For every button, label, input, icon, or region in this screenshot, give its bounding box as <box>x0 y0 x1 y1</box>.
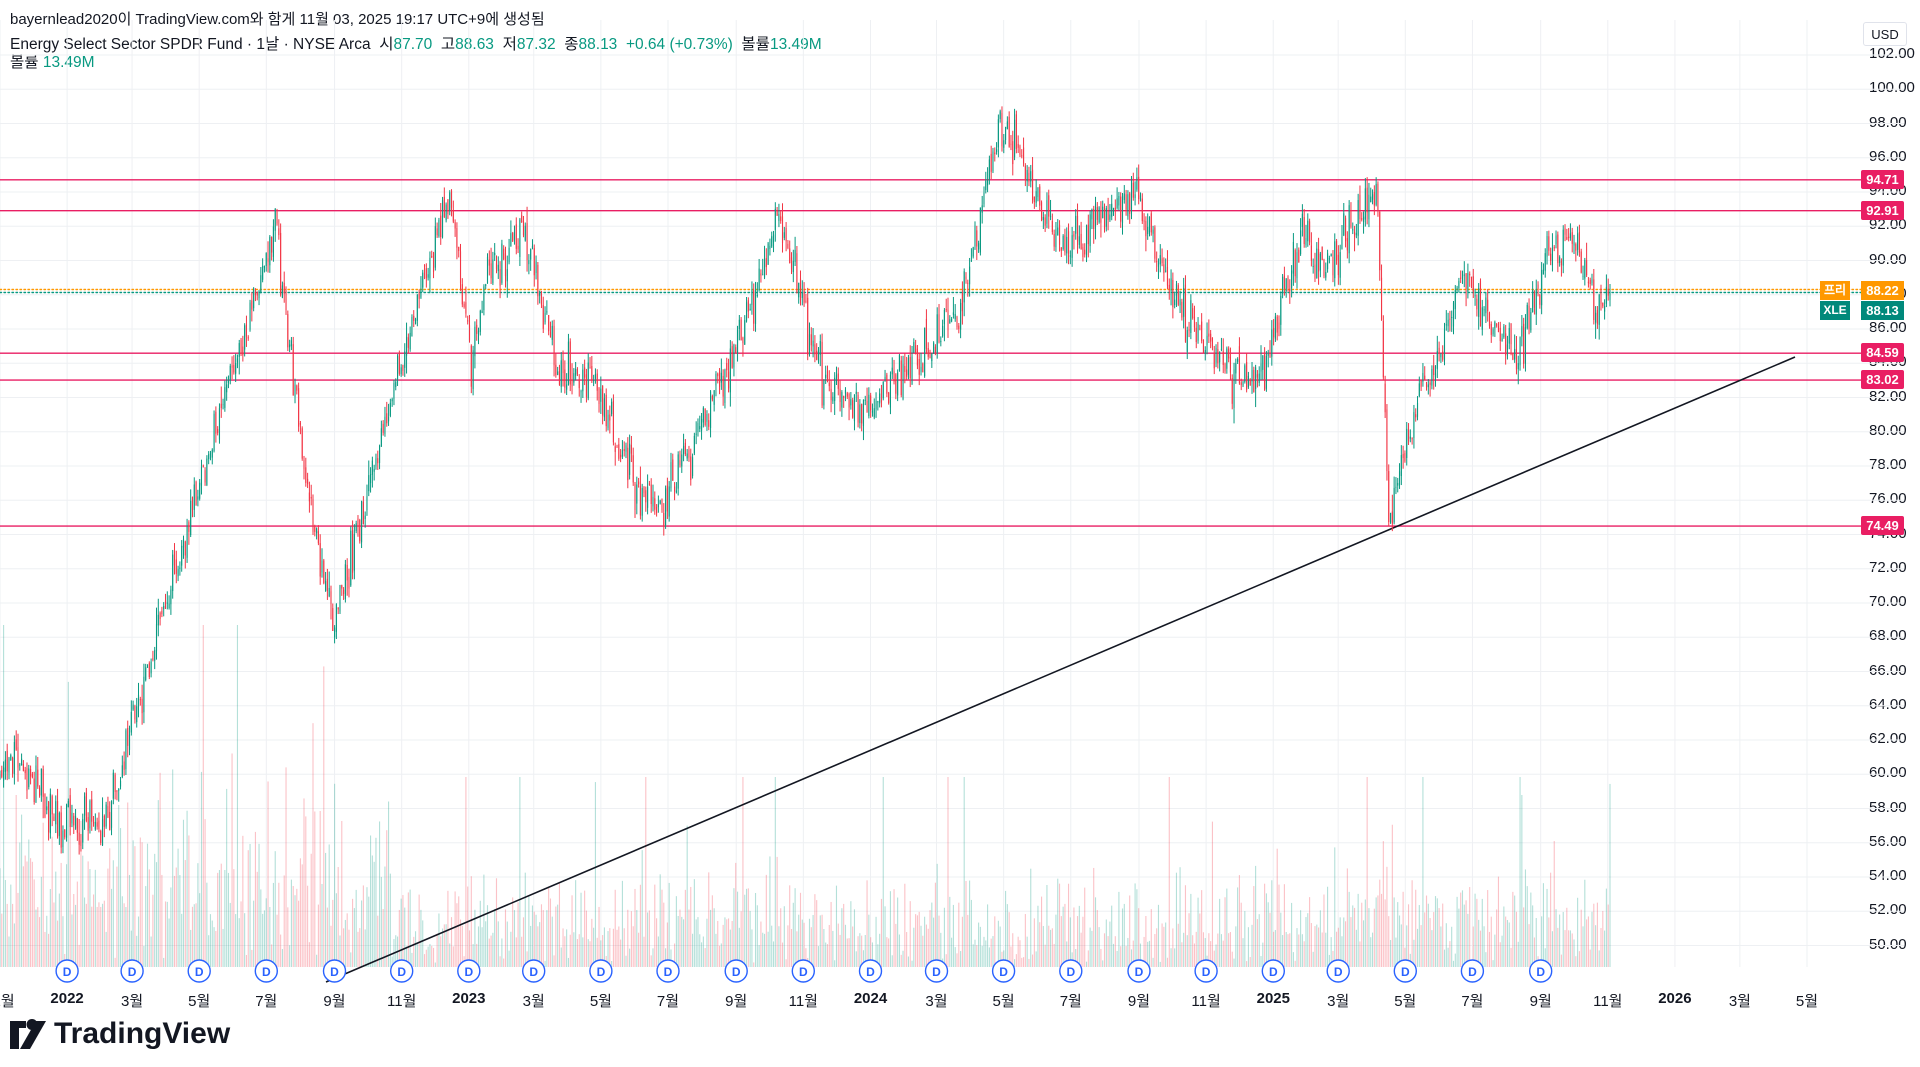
svg-text:D: D <box>262 965 271 979</box>
svg-text:D: D <box>1334 965 1343 979</box>
svg-text:D: D <box>866 965 875 979</box>
svg-text:D: D <box>195 965 204 979</box>
svg-text:D: D <box>1202 965 1211 979</box>
svg-text:D: D <box>1269 965 1278 979</box>
svg-text:D: D <box>1536 965 1545 979</box>
svg-text:D: D <box>397 965 406 979</box>
svg-text:D: D <box>597 965 606 979</box>
svg-text:D: D <box>932 965 941 979</box>
svg-text:D: D <box>664 965 673 979</box>
svg-text:D: D <box>1401 965 1410 979</box>
svg-text:D: D <box>1135 965 1144 979</box>
svg-text:D: D <box>464 965 473 979</box>
svg-text:D: D <box>330 965 339 979</box>
svg-text:D: D <box>799 965 808 979</box>
svg-text:D: D <box>999 965 1008 979</box>
svg-text:D: D <box>1066 965 1075 979</box>
svg-text:D: D <box>63 965 72 979</box>
svg-text:D: D <box>732 965 741 979</box>
svg-text:D: D <box>529 965 538 979</box>
svg-text:D: D <box>128 965 137 979</box>
svg-text:D: D <box>1468 965 1477 979</box>
